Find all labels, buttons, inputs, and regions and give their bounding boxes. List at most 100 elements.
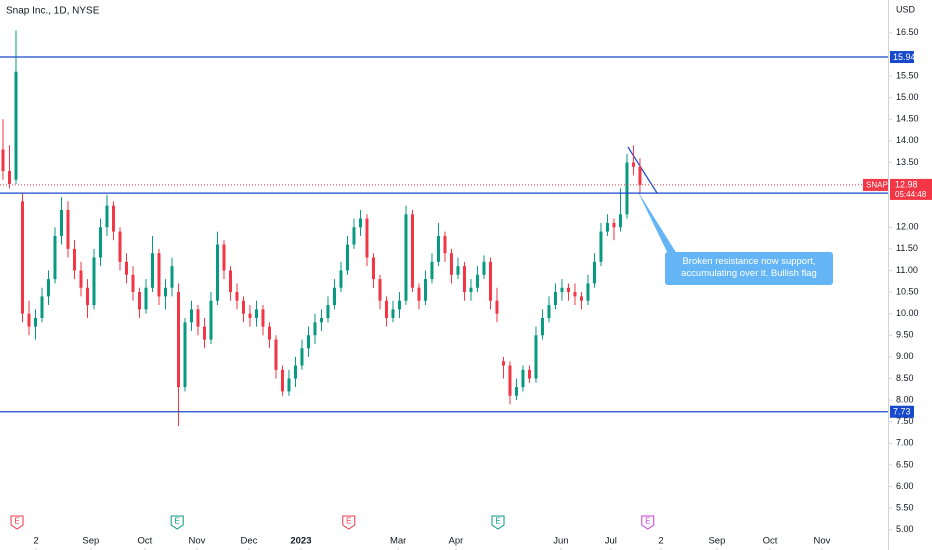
earnings-label: E [346, 517, 351, 526]
x-tick-label: 2 [658, 536, 663, 547]
y-tick-label: 14.50 [896, 114, 919, 124]
x-tick-label: Sep [82, 536, 99, 547]
earnings-label: E [495, 517, 500, 526]
flag-trendline [627, 146, 658, 194]
x-tick-label: Jul [605, 536, 617, 547]
earnings-marker [170, 515, 184, 530]
candle-body [612, 222, 616, 228]
x-tick-label: Nov [814, 536, 831, 547]
candle-body [105, 205, 109, 228]
candle-body [248, 313, 252, 318]
candle-body [573, 292, 577, 297]
y-tick-label: 14.00 [896, 135, 919, 145]
y-tick-label: 10.00 [896, 308, 919, 318]
candle-body [443, 235, 447, 254]
y-tick-label: 6.50 [896, 459, 914, 469]
candle-body [267, 326, 271, 340]
level-label: 15.94 [893, 52, 916, 62]
earnings-marker [342, 515, 356, 530]
candle-body [326, 305, 330, 318]
x-tick-label: Oct [138, 536, 153, 547]
x-tick-label: Jun [553, 536, 568, 547]
candle-body [241, 300, 245, 314]
candle-body [560, 287, 564, 293]
chart-title: Snap Inc., 1D, NYSE [6, 6, 100, 17]
candle-body [53, 235, 57, 280]
y-tick-label: 9.00 [896, 351, 914, 361]
candle-body [72, 248, 76, 271]
candle-body [131, 274, 135, 293]
candle-body [189, 309, 193, 323]
candle-body [358, 218, 362, 228]
candle-body [79, 270, 83, 288]
candle-body [638, 166, 642, 185]
candle-body [196, 309, 200, 327]
candle-body [495, 300, 499, 314]
candle-body [27, 313, 31, 327]
candle-body [202, 326, 206, 340]
candle-body [92, 257, 96, 306]
candle-body [33, 317, 37, 327]
candle-body [586, 283, 590, 301]
candle-body [592, 261, 596, 284]
symbol-tag: SNAP [866, 181, 888, 190]
earnings-label: E [645, 517, 650, 526]
y-tick-label: 15.00 [896, 92, 919, 102]
candle-body [235, 292, 239, 301]
y-tick-label: 9.50 [896, 330, 914, 340]
y-tick-label: 12.00 [896, 222, 919, 232]
candle-body [618, 214, 622, 228]
annotation: Broken resistance now support, accumulat… [665, 252, 833, 285]
candle-body [605, 222, 609, 232]
last-price-box [890, 178, 932, 200]
candle-body [599, 231, 603, 262]
candle-body [469, 287, 473, 293]
earnings-marker [491, 515, 505, 530]
y-tick-label: 5.50 [896, 502, 914, 512]
candle-body [14, 71, 18, 180]
candle-body [462, 266, 466, 293]
candle-body [66, 209, 70, 249]
candle-body [488, 261, 492, 301]
candle-body [391, 309, 395, 318]
candle-body [631, 162, 635, 167]
x-tick-label: Sep [708, 536, 725, 547]
y-tick-label: 7.50 [896, 416, 914, 426]
candle-body [521, 369, 525, 388]
earnings-label: E [175, 517, 180, 526]
candle-body [482, 261, 486, 275]
candle-body [157, 253, 161, 297]
level-label-box [890, 51, 914, 64]
y-tick-label: 7.00 [896, 438, 914, 448]
candle-body [163, 287, 167, 297]
y-tick-label: 8.00 [896, 394, 914, 404]
candle-body [339, 270, 343, 288]
candle-body [98, 227, 102, 258]
y-tick-label: 5.00 [896, 524, 914, 534]
level-label-box [890, 405, 914, 418]
candle-body [1, 149, 5, 172]
candle-body [209, 300, 213, 340]
candle-body [280, 369, 284, 392]
candle-body [397, 300, 401, 310]
x-tick-label: Apr [448, 536, 463, 547]
candle-body [625, 162, 629, 215]
candle-body [85, 287, 89, 306]
y-tick-label: 10.50 [896, 286, 919, 296]
candle-body [501, 361, 505, 366]
candle-body [300, 348, 304, 366]
candle-body [7, 171, 11, 185]
candle-body [118, 231, 122, 262]
candle-body [111, 205, 115, 232]
candle-body [579, 296, 583, 301]
candle-body [508, 365, 512, 396]
candle-body [176, 292, 180, 388]
candle-body [150, 253, 154, 288]
candle-body [378, 279, 382, 301]
candle-body [456, 266, 460, 275]
y-tick-label: 13.50 [896, 157, 919, 167]
x-tick-label: 2 [33, 536, 38, 547]
candle-body [475, 274, 479, 288]
